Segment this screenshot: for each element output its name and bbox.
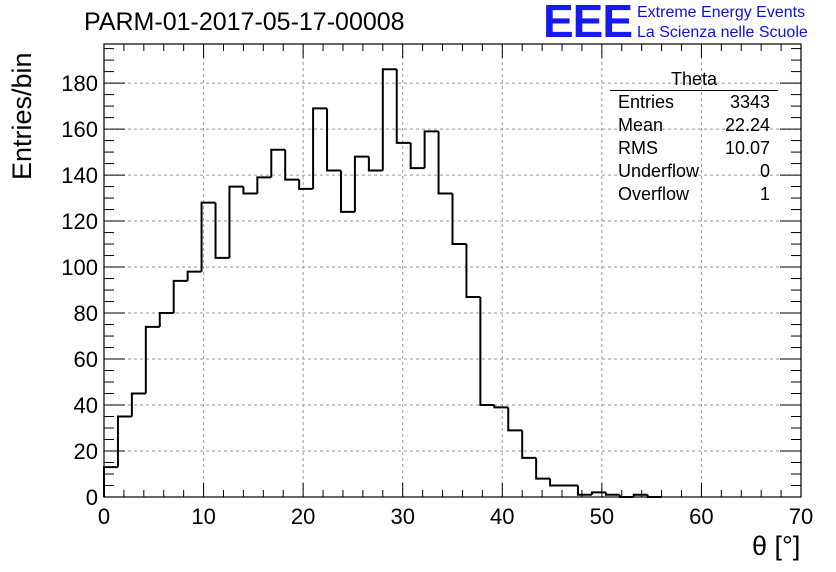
- histogram-bin: [521, 430, 537, 459]
- y-tick-label: 80: [74, 301, 98, 326]
- stats-label: RMS: [618, 138, 658, 158]
- grid: [104, 44, 801, 497]
- stats-value: 10.07: [724, 138, 770, 158]
- histogram-bin: [339, 170, 355, 213]
- histogram-bin: [479, 296, 495, 407]
- histogram-bin: [535, 457, 551, 480]
- histogram-bin: [270, 148, 286, 178]
- histogram-bin: [200, 201, 216, 272]
- y-tick-label: 140: [61, 163, 98, 188]
- histogram-bin: [367, 156, 383, 172]
- stats-row-mean: Mean 22.24: [610, 114, 778, 137]
- x-tick-label: 40: [490, 504, 514, 529]
- stats-box: Theta Entries 3343 Mean 22.24 RMS 10.07 …: [610, 69, 778, 206]
- histogram-bin: [158, 312, 174, 327]
- y-tick-label: 60: [74, 347, 98, 372]
- histogram-bin: [172, 279, 188, 314]
- histogram-bin: [465, 244, 481, 298]
- histogram-bin: [298, 179, 314, 190]
- histogram-bin: [493, 405, 509, 409]
- x-tick-label: 0: [98, 504, 110, 529]
- eee-logo: EEE: [543, 0, 633, 47]
- histogram-bin: [549, 478, 565, 487]
- histogram-series: [103, 68, 662, 498]
- x-tick-label: 50: [590, 504, 614, 529]
- axes: [103, 43, 802, 498]
- histogram-bin: [242, 186, 258, 195]
- histogram-bin: [437, 131, 453, 195]
- y-tick-label: 160: [61, 117, 98, 142]
- histogram-bin: [326, 108, 341, 172]
- stats-value: 0: [759, 161, 770, 181]
- y-tick-label: 180: [61, 71, 98, 96]
- histogram-bin: [576, 485, 592, 496]
- stats-label: Entries: [618, 92, 675, 112]
- histogram-bin: [423, 130, 439, 169]
- x-tick-label: 70: [789, 504, 813, 529]
- histogram-bin: [395, 69, 411, 144]
- x-tick-label: 20: [291, 504, 315, 529]
- y-tick-label: 20: [74, 439, 98, 464]
- histogram-bin: [103, 466, 118, 497]
- stats-row-rms: RMS 10.07: [610, 137, 778, 160]
- stats-row-overflow: Overflow 1: [610, 183, 778, 206]
- logo-text-line1: Extreme Energy Events: [637, 4, 806, 21]
- histogram-bin: [116, 415, 132, 468]
- histogram-bin: [507, 407, 523, 432]
- plot-frame: [103, 43, 802, 498]
- histogram-bin: [186, 270, 202, 281]
- stats-label: Overflow: [618, 184, 690, 204]
- histogram-bin: [284, 149, 300, 181]
- histogram-bin: [256, 176, 272, 194]
- stats-label: Underflow: [618, 161, 700, 181]
- stats-row-entries: Entries 3343: [610, 91, 778, 114]
- y-tick-label: 40: [74, 393, 98, 418]
- histogram-bin: [130, 392, 146, 417]
- stats-value: 1: [759, 184, 770, 204]
- chart-title: PARM-01-2017-05-17-00008: [84, 8, 405, 36]
- logo-text-line2: La Scienza nelle Scuole: [637, 24, 808, 41]
- x-tick-label: 30: [390, 504, 414, 529]
- stats-row-underflow: Underflow 0: [610, 160, 778, 183]
- x-tick-label: 10: [191, 504, 215, 529]
- stats-value: 22.24: [724, 115, 770, 135]
- stats-value: 3343: [729, 92, 770, 112]
- stats-label: Mean: [618, 115, 664, 135]
- histogram-bin: [604, 492, 620, 496]
- histogram-bin: [590, 491, 606, 495]
- y-tick-label: 100: [61, 255, 98, 280]
- histogram-bin: [312, 107, 328, 189]
- stats-title: Theta: [610, 69, 778, 91]
- y-tick-label: 120: [61, 209, 98, 234]
- histogram-bin: [409, 142, 425, 170]
- histogram-bin: [214, 202, 230, 259]
- histogram-bin: [353, 155, 369, 212]
- histogram-bin: [451, 193, 467, 246]
- histogram-bin: [381, 68, 397, 171]
- histogram-bin: [228, 185, 244, 258]
- histogram-bin: [632, 493, 648, 497]
- histogram-bin: [144, 325, 160, 394]
- y-tick-label: 0: [86, 485, 98, 510]
- x-axis-label: θ [°]: [752, 531, 801, 561]
- x-tick-label: 60: [689, 504, 713, 529]
